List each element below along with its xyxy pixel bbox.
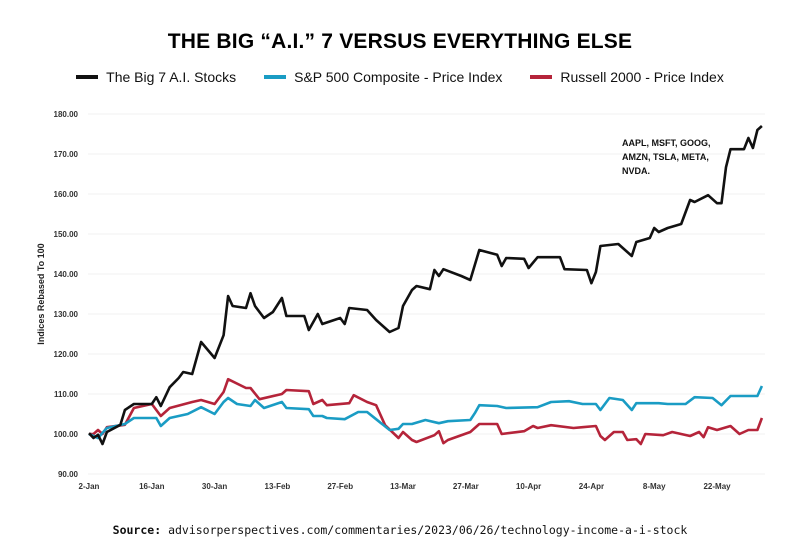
y-tick-label: 140.00 [54,270,79,279]
series-line-1 [88,385,764,440]
y-tick-label: 150.00 [54,230,79,239]
legend: The Big 7 A.I. Stocks S&P 500 Composite … [0,69,800,85]
annotation-line: AAPL, MSFT, GOOG, [622,138,711,148]
annotation-line: AMZN, TSLA, META, [622,152,709,162]
x-tick-label: 30-Jan [202,482,227,491]
x-tick-label: 13-Feb [265,482,291,491]
x-tick-label: 24-Apr [579,482,604,491]
y-tick-label: 160.00 [54,190,79,199]
x-tick-label: 27-Mar [453,482,479,491]
legend-item-big7: The Big 7 A.I. Stocks [76,69,236,85]
x-tick-label: 2-Jan [79,482,100,491]
y-axis-label: Indices Rebased To 100 [36,243,46,344]
y-tick-label: 110.00 [54,390,79,399]
y-tick-label: 170.00 [54,150,79,159]
y-tick-label: 90.00 [58,470,79,479]
legend-label: Russell 2000 - Price Index [560,69,724,85]
y-tick-label: 100.00 [54,430,79,439]
x-tick-label: 10-Apr [516,482,541,491]
legend-label: The Big 7 A.I. Stocks [106,69,237,85]
x-tick-label: 27-Feb [327,482,353,491]
legend-swatch [76,75,99,79]
legend-item-sp500: S&P 500 Composite - Price Index [264,69,502,85]
x-tick-label: 8-May [643,482,666,491]
x-tick-label: 22-May [703,482,731,491]
x-tick-label: 13-Mar [390,482,416,491]
legend-label: S&P 500 Composite - Price Index [294,69,503,85]
source-note: Source: advisorperspectives.com/commenta… [0,523,800,537]
annotation-line: NVDA. [622,166,650,176]
y-tick-label: 180.00 [54,110,79,119]
y-tick-label: 130.00 [54,310,79,319]
y-tick-label: 120.00 [54,350,79,359]
source-url: advisorperspectives.com/commentaries/202… [168,523,688,537]
legend-swatch [264,75,287,79]
x-tick-label: 16-Jan [139,482,164,491]
source-label: Source: [112,523,162,537]
legend-item-russell: Russell 2000 - Price Index [530,69,724,85]
series-line-0 [88,125,763,446]
series-line-2 [89,377,764,446]
legend-swatch [530,75,553,79]
chart-title: THE BIG “A.I.” 7 VERSUS EVERYTHING ELSE [167,30,633,53]
